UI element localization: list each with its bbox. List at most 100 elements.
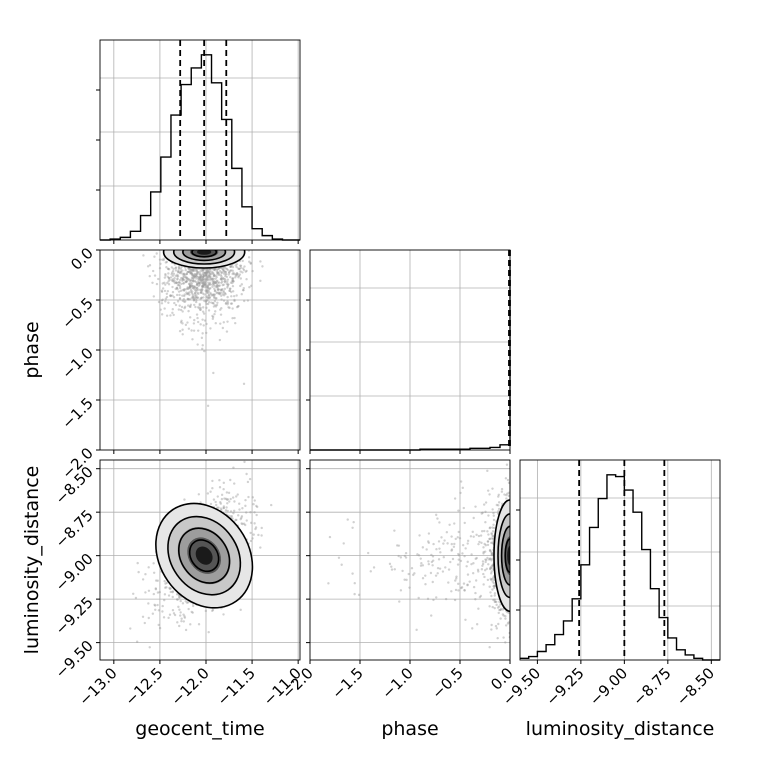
scatter-point (211, 315, 215, 319)
scatter-point (213, 304, 217, 307)
scatter-point (176, 283, 180, 287)
scatter-point (171, 274, 175, 277)
scatter-point (188, 284, 192, 288)
scatter-point (230, 264, 233, 268)
scatter-point (466, 560, 469, 564)
scatter-point (194, 273, 197, 276)
scatter-point (227, 273, 231, 276)
scatter-point (161, 282, 164, 285)
y-tick-label: −0.5 (58, 294, 96, 332)
scatter-point (218, 292, 221, 296)
scatter-point (178, 624, 181, 628)
scatter-point (432, 598, 435, 602)
scatter-point (431, 555, 435, 558)
scatter-point (171, 285, 174, 289)
scatter-point (220, 271, 223, 275)
scatter-point (197, 284, 200, 288)
scatter-point (213, 293, 217, 296)
scatter-point (190, 329, 193, 332)
scatter-point (434, 513, 438, 517)
scatter-point (196, 306, 200, 309)
scatter-point (198, 308, 202, 311)
scatter-point (206, 276, 209, 280)
scatter-point (242, 286, 245, 290)
scatter-point (198, 281, 201, 285)
scatter-point (165, 295, 169, 299)
scatter-point (453, 522, 456, 525)
scatter-point (231, 279, 234, 283)
scatter-point (234, 273, 238, 276)
scatter-point (225, 498, 229, 501)
scatter-point (157, 609, 161, 612)
scatter-point (229, 515, 232, 518)
scatter-point (166, 267, 170, 270)
scatter-point (226, 283, 230, 286)
scatter-point (164, 261, 168, 264)
scatter-point (190, 290, 194, 293)
scatter-point (224, 267, 227, 270)
scatter-point (191, 275, 194, 278)
scatter-point (493, 592, 497, 595)
scatter-point (187, 298, 190, 301)
scatter-point (200, 285, 204, 288)
scatter-point (405, 578, 408, 582)
scatter-point (181, 328, 184, 331)
scatter-point (207, 290, 211, 293)
scatter-point (177, 266, 181, 270)
scatter-point (507, 491, 510, 494)
scatter-point (169, 314, 172, 317)
scatter-point (167, 616, 170, 620)
density-region (197, 250, 212, 255)
scatter-point (488, 585, 491, 588)
scatter-point (193, 272, 197, 276)
scatter-point (182, 272, 186, 276)
scatter-point (492, 518, 496, 522)
scatter-point (205, 270, 208, 274)
scatter-point (160, 302, 164, 305)
scatter-point (427, 541, 431, 544)
scatter-point (208, 296, 211, 300)
scatter-point (208, 272, 212, 276)
scatter-point (221, 293, 224, 296)
scatter-point (470, 553, 473, 556)
scatter-point (195, 299, 198, 302)
scatter-point (181, 272, 184, 275)
scatter-point (216, 279, 219, 282)
scatter-point (170, 266, 174, 269)
scatter-point (488, 537, 492, 541)
scatter-point (421, 577, 425, 580)
scatter-point (404, 551, 408, 555)
scatter-point (173, 277, 176, 280)
scatter-point (154, 588, 158, 591)
scatter-point (190, 284, 193, 287)
scatter-point (178, 304, 181, 307)
scatter-point (211, 608, 215, 612)
scatter-point (443, 539, 446, 542)
scatter-point (489, 577, 492, 581)
scatter-point (497, 605, 501, 608)
scatter-point (466, 573, 470, 576)
scatter-point (212, 284, 216, 287)
scatter-point (212, 294, 215, 297)
scatter-point (160, 290, 164, 293)
scatter-point (222, 299, 226, 302)
scatter-point (427, 532, 431, 535)
scatter-point (177, 281, 180, 284)
scatter-point (436, 517, 439, 520)
scatter-point (397, 544, 401, 547)
scatter-point (192, 296, 195, 299)
scatter-point (182, 620, 186, 623)
scatter-point (211, 301, 215, 305)
scatter-point (490, 551, 494, 555)
scatter-point (173, 279, 176, 282)
scatter-point (193, 275, 196, 278)
scatter-point (488, 549, 492, 552)
x-tick-label: −11.5 (214, 664, 259, 709)
scatter-point (222, 277, 225, 281)
scatter-point (504, 624, 508, 627)
scatter-point (484, 544, 488, 547)
scatter-point (457, 582, 460, 586)
scatter-point (463, 554, 466, 558)
scatter-point (198, 275, 201, 279)
scatter-point (244, 504, 247, 508)
